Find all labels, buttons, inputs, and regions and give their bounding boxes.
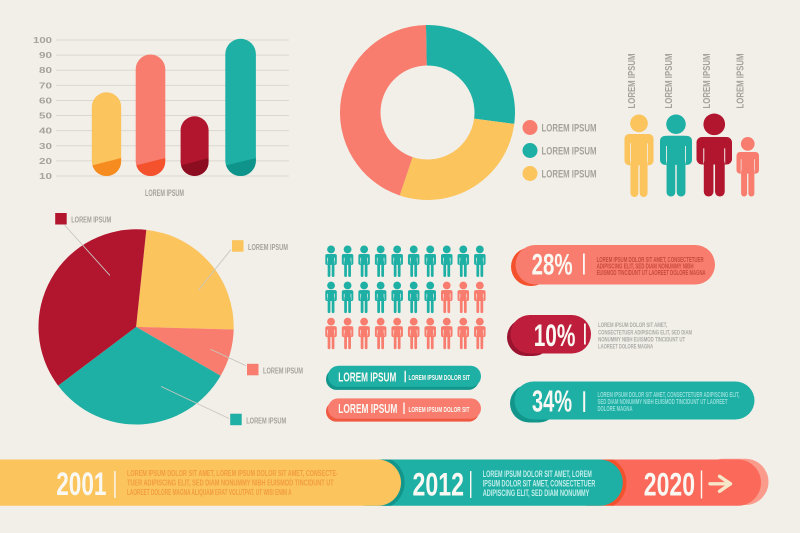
svg-text:LOREM IPSUM DOLOR SIT AMET,: LOREM IPSUM DOLOR SIT AMET,: [598, 322, 667, 329]
svg-text:2001: 2001: [56, 466, 106, 502]
svg-text:30: 30: [39, 141, 52, 151]
svg-text:40: 40: [39, 126, 52, 136]
svg-text:EUISMOD TINCIDUNT UT LAOREET D: EUISMOD TINCIDUNT UT LAOREET DOLORE MAGN…: [597, 270, 706, 277]
svg-text:LOREM IPSUM: LOREM IPSUM: [626, 53, 638, 108]
svg-text:NONUMMY NIBH EUISMOD TINCIDUNT: NONUMMY NIBH EUISMOD TINCIDUNT UT: [598, 337, 685, 344]
svg-text:LOREM IPSUM: LOREM IPSUM: [338, 370, 396, 385]
svg-text:LOREM IPSUM: LOREM IPSUM: [145, 188, 184, 199]
svg-text:LOREM IPSUM DOLOR SIT AMET, LO: LOREM IPSUM DOLOR SIT AMET, LOREM IPSUM …: [127, 468, 338, 478]
svg-text:SED DIAM NONUMMY NIBH EUISMOD: SED DIAM NONUMMY NIBH EUISMOD TINCIDUNT …: [598, 399, 728, 406]
svg-text:90: 90: [39, 50, 52, 60]
svg-text:LOREM IPSUM: LOREM IPSUM: [735, 53, 747, 108]
svg-text:50: 50: [39, 111, 52, 121]
svg-text:LOREM IPSUM: LOREM IPSUM: [542, 146, 597, 158]
svg-text:LAOREET DOLORE MAGNA ALIQUAM E: LAOREET DOLORE MAGNA ALIQUAM ERAT VOLUTP…: [127, 487, 292, 497]
svg-text:LOREM IPSUM: LOREM IPSUM: [663, 53, 675, 108]
svg-text:20: 20: [39, 156, 52, 166]
svg-text:70: 70: [39, 80, 52, 90]
svg-text:TUER ADIPISCING ELIT, SED DIAM: TUER ADIPISCING ELIT, SED DIAM NONUMMY N…: [127, 478, 334, 488]
svg-text:LOREM IPSUM: LOREM IPSUM: [263, 366, 303, 376]
svg-text:100: 100: [33, 35, 52, 45]
svg-text:LOREM IPSUM: LOREM IPSUM: [542, 169, 597, 181]
svg-text:LOREM IPSUM: LOREM IPSUM: [338, 401, 397, 416]
svg-text:28%: 28%: [532, 249, 573, 282]
svg-text:LOREM IPSUM: LOREM IPSUM: [71, 215, 111, 225]
svg-text:IPSUM DOLOR SIT AMET, CONSECTE: IPSUM DOLOR SIT AMET, CONSECTETUER: [483, 479, 596, 489]
svg-text:2012: 2012: [413, 467, 465, 503]
svg-text:LOREM IPSUM: LOREM IPSUM: [248, 242, 288, 252]
svg-text:ADIPISCING ELIT, SED DIAM NONU: ADIPISCING ELIT, SED DIAM NONUMMY NIBH: [597, 263, 694, 270]
svg-text:LOREM IPSUM DOLOR SIT: LOREM IPSUM DOLOR SIT: [409, 405, 470, 414]
svg-text:CONSECTETUER ADIPISCING ELIT,: CONSECTETUER ADIPISCING ELIT, SED DIAM: [598, 329, 692, 336]
svg-text:ADIPISCING ELIT, SED DIAM NONU: ADIPISCING ELIT, SED DIAM NONUMMY: [483, 488, 590, 498]
svg-text:10: 10: [39, 171, 52, 181]
svg-text:LOREM IPSUM DOLOR SIT AMET, LO: LOREM IPSUM DOLOR SIT AMET, LOREM: [483, 469, 592, 479]
svg-text:60: 60: [39, 95, 52, 105]
svg-text:LOREM IPSUM DOLOR SIT: LOREM IPSUM DOLOR SIT: [409, 373, 471, 382]
svg-text:LOREM IPSUM: LOREM IPSUM: [701, 53, 713, 108]
svg-text:2020: 2020: [644, 467, 695, 503]
svg-text:LAOREET DOLORE MAGNA: LAOREET DOLORE MAGNA: [598, 344, 653, 351]
svg-text:LOREM IPSUM DOLOR SIT AMET, CO: LOREM IPSUM DOLOR SIT AMET, CONSECTETUER…: [598, 392, 740, 399]
svg-text:LOREM IPSUM: LOREM IPSUM: [246, 415, 286, 425]
svg-text:DOLORE MAGNA: DOLORE MAGNA: [598, 406, 633, 413]
svg-text:LOREM IPSUM DOLOR SIT AMET, CO: LOREM IPSUM DOLOR SIT AMET, CONSECTETUER: [597, 257, 704, 264]
svg-text:LOREM IPSUM: LOREM IPSUM: [542, 123, 597, 135]
svg-text:34%: 34%: [532, 385, 572, 419]
svg-text:80: 80: [39, 65, 52, 75]
svg-text:10%: 10%: [534, 317, 576, 353]
